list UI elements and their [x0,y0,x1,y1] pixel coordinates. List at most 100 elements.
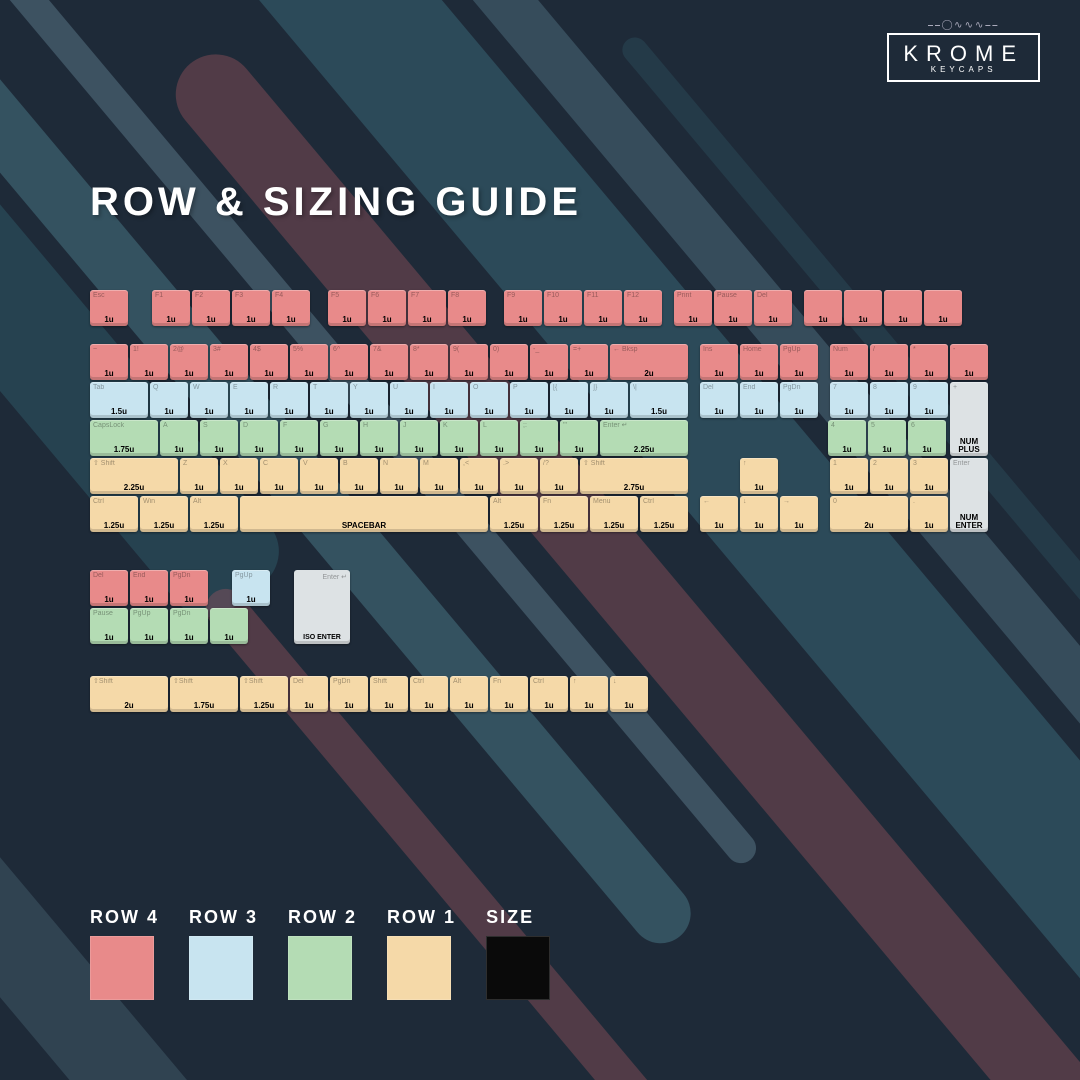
keycap-size: 1u [743,484,775,492]
keycap-size: 1u [331,316,363,324]
keycap-legend: 9 [913,384,945,391]
keycap-size: 1u [213,370,245,378]
keycap-size: 1u [223,484,255,492]
keycap-legend: Tab [93,384,145,391]
keycap-legend: ⇧Shift [93,678,165,685]
keycap: 1!1u [130,344,168,380]
keycap-legend: Pause [93,610,125,617]
keycap: 31u [910,458,948,494]
keycap-legend: N [383,460,415,467]
keycap: F121u [624,290,662,326]
keycap-size: 1u [953,370,985,378]
keycap-size: 1u [873,408,905,416]
keycap-size: 1u [833,484,865,492]
keycap-size: NUM PLUS [953,438,985,454]
keycap: B1u [340,458,378,494]
keycap: Pause 1u [714,290,752,326]
keycap-legend: Del [757,292,789,299]
keycap-size: 1u [783,408,815,416]
legend-item: ROW 4 [90,907,159,1000]
keycap-legend: F12 [627,292,659,299]
keycap-legend: ⇧ Shift [583,460,685,467]
keycap-size: 1u [453,702,485,710]
keycap-size: 1u [153,408,185,416]
extra-keys: Del1uEnd1uPgDn1uPgUp1uEnter ↵ISO ENTERPa… [90,570,648,712]
legend-swatch [486,936,550,1000]
keycap-legend: ↓ [613,678,645,685]
keycap: Menu1.25u [590,496,638,532]
keycap: Del1u [90,570,128,606]
keycap-size: 1u [533,370,565,378]
keycap-size: 1u [743,370,775,378]
keycap: H1u [360,420,398,456]
keycap-size: 1u [173,370,205,378]
keycap-legend: Enter ↵ [603,422,685,429]
keycap-legend: PgUp [235,572,267,579]
keycap: .>1u [500,458,538,494]
keycap-size: 1u [275,316,307,324]
keyboard-row: Ctrl1.25uWin1.25uAlt1.25uSPACEBARAlt1.25… [90,496,988,532]
keycap-size: 1u [235,316,267,324]
keycap-size: 1u [133,596,165,604]
keycap: E1u [230,382,268,418]
keycap-size: 1u [323,446,355,454]
keycap-legend: Pause [717,292,749,299]
keycap-size: 1u [451,316,483,324]
keycap: 1u [210,608,248,644]
keycap: Y1u [350,382,388,418]
keycap: -1u [950,344,988,380]
keycap-size: 1u [887,316,919,324]
keycap-legend: ← Bksp [613,346,685,353]
keycap-size: 1u [423,484,455,492]
keycap-size: 1.25u [243,702,285,710]
keycap: Del1u [290,676,328,712]
keycap: V1u [300,458,338,494]
keycap-size: 1u [543,484,575,492]
keycap: 02u [830,496,908,532]
keycap: ]}1u [590,382,628,418]
keycap-legend: B [343,460,375,467]
keycap-size: 2.25u [93,484,175,492]
keycap: J1u [400,420,438,456]
brand-logo: ⎯⎯◯∿∿∿⎯⎯ KROME KEYCAPS [887,20,1040,82]
keycap-legend: 3# [213,346,245,353]
keycap-legend: 2@ [173,346,205,353]
keycap-size: 1u [677,316,709,324]
keycap: Fn1.25u [540,496,588,532]
keycap-legend: Fn [543,498,585,505]
keycap-size: 1u [913,522,945,530]
keycap-size: 1u [235,596,267,604]
keycap-size: NUM ENTER [953,514,985,530]
keycap-legend: Z [183,460,215,467]
keycap: PgDn1u [780,382,818,418]
keycap: L1u [480,420,518,456]
keycap-size: 1u [253,370,285,378]
keycap-legend: P [513,384,545,391]
keycap-legend: F2 [195,292,227,299]
keycap-size: 1u [443,446,475,454]
keycap-size: 1u [703,408,735,416]
keycap-legend: ⇧Shift [173,678,235,685]
keycap-legend: Menu [593,498,635,505]
keycap: F61u [368,290,406,326]
keycap-legend: /? [543,460,575,467]
keycap-legend: T [313,384,345,391]
keycap-size: 1u [833,408,865,416]
keycap-size: 1u [717,316,749,324]
keycap: F41u [272,290,310,326]
keycap-size: 1u [757,316,789,324]
keycap-legend: 2 [873,460,905,467]
keycap-legend: 5 [871,422,903,429]
keycap-size: 1u [553,408,585,416]
keycap-size: 1u [383,484,415,492]
keycap: End1u [130,570,168,606]
keycap: PgDn1u [170,570,208,606]
keycap: ⇧ Shift2.25u [90,458,178,494]
keycap-legend: 7& [373,346,405,353]
keycap-legend: End [743,384,775,391]
keycap-legend: I [433,384,465,391]
keycap-size: 1u [333,702,365,710]
keycap-legend: / [873,346,905,353]
keyboard-row: Tab1.5uQ1uW1uE1uR1uT1uY1uU1uI1uO1uP1u[{1… [90,382,988,418]
keycap: F91u [504,290,542,326]
